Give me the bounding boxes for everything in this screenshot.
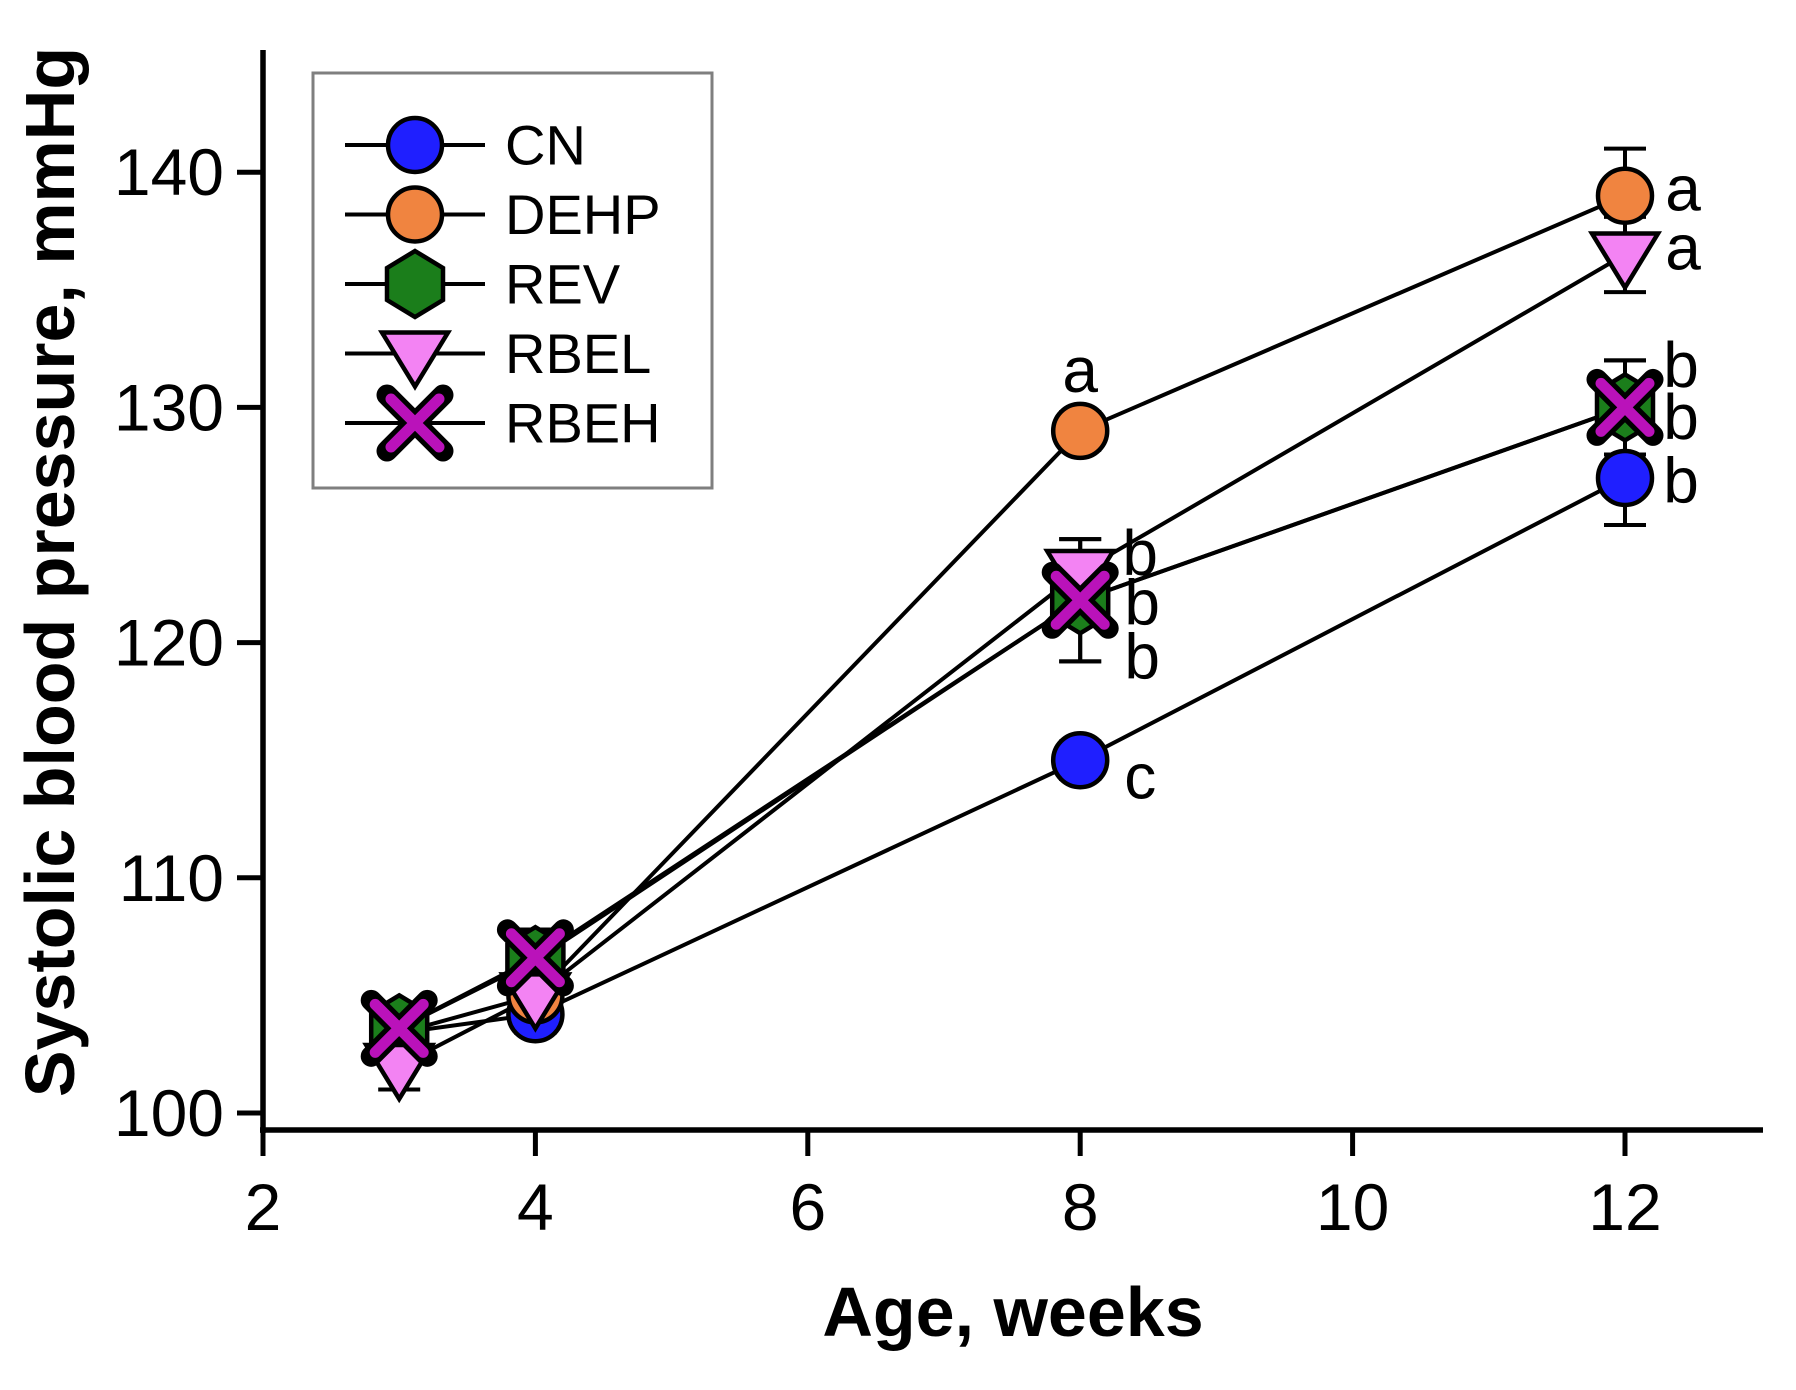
x-tick-label: 10 xyxy=(1316,1170,1389,1244)
marker-RBEL-week12 xyxy=(1587,231,1663,292)
y-tick-label: 110 xyxy=(119,841,224,915)
x-tick-label: 6 xyxy=(789,1170,826,1244)
significance-letter-9: b xyxy=(1663,381,1699,453)
legend-label-REV: REV xyxy=(505,253,621,316)
significance-letter-2: b xyxy=(1122,517,1158,589)
marker-RBEH-week3 xyxy=(369,998,429,1058)
series-line-RBEH xyxy=(398,405,1626,1031)
legend-label-CN: CN xyxy=(505,114,586,177)
axes-layer: 2 4 6 8 10 12 100 110 120 130 140 xyxy=(114,50,1763,1244)
significance-letter-3: b xyxy=(1124,567,1160,639)
marker-RBEH-week12 xyxy=(1595,377,1655,437)
y-tick-label: 130 xyxy=(114,370,224,444)
series-line-CN xyxy=(398,476,1626,1036)
y-tick-label: 140 xyxy=(114,135,224,209)
significance-letter-6: a xyxy=(1665,153,1701,225)
significance-letter-1: a xyxy=(1062,334,1098,406)
y-tick-label: 120 xyxy=(114,606,224,680)
series-line-DEHP xyxy=(398,193,1626,1035)
x-axis-title: Age, weeks xyxy=(822,1273,1203,1351)
legend-label-RBEH: RBEH xyxy=(505,392,661,455)
series-line-RBEL xyxy=(398,252,1627,1068)
marker-DEHP-week12 xyxy=(1595,166,1655,225)
legend-label-RBEL: RBEL xyxy=(505,322,651,385)
significance-letter-4: b xyxy=(1124,621,1160,693)
legend-box xyxy=(311,71,714,490)
marker-DEHP-week8 xyxy=(1050,401,1110,461)
legend-label-DEHP: DEHP xyxy=(505,183,661,246)
y-axis-title: Systolic blood pressure, mmHg xyxy=(11,47,89,1097)
legend-marker-RBEH xyxy=(385,393,445,453)
marker-RBEH-week8 xyxy=(1050,570,1110,630)
legend-marker-CN xyxy=(385,115,445,175)
significance-letter-8: b xyxy=(1663,329,1699,401)
x-tick-label: 4 xyxy=(517,1170,554,1244)
legend-marker-DEHP xyxy=(385,185,445,244)
legend-marker-RBEL xyxy=(377,330,453,391)
significance-letter-7: a xyxy=(1665,211,1701,283)
significance-letter-5: c xyxy=(1124,741,1156,813)
marker-CN-week8 xyxy=(1050,730,1110,790)
legend-marker-REV xyxy=(384,248,446,320)
x-tick-label: 8 xyxy=(1062,1170,1099,1244)
markers-layer xyxy=(360,166,1664,1104)
x-tick-label: 2 xyxy=(245,1170,282,1244)
x-tick-label: 12 xyxy=(1588,1170,1661,1244)
y-tick-label: 100 xyxy=(114,1076,224,1150)
marker-RBEH-week4 xyxy=(505,928,565,988)
significance-letter-10: b xyxy=(1663,444,1699,516)
marker-CN-week12 xyxy=(1595,448,1655,508)
series-lines-layer xyxy=(398,193,1627,1068)
